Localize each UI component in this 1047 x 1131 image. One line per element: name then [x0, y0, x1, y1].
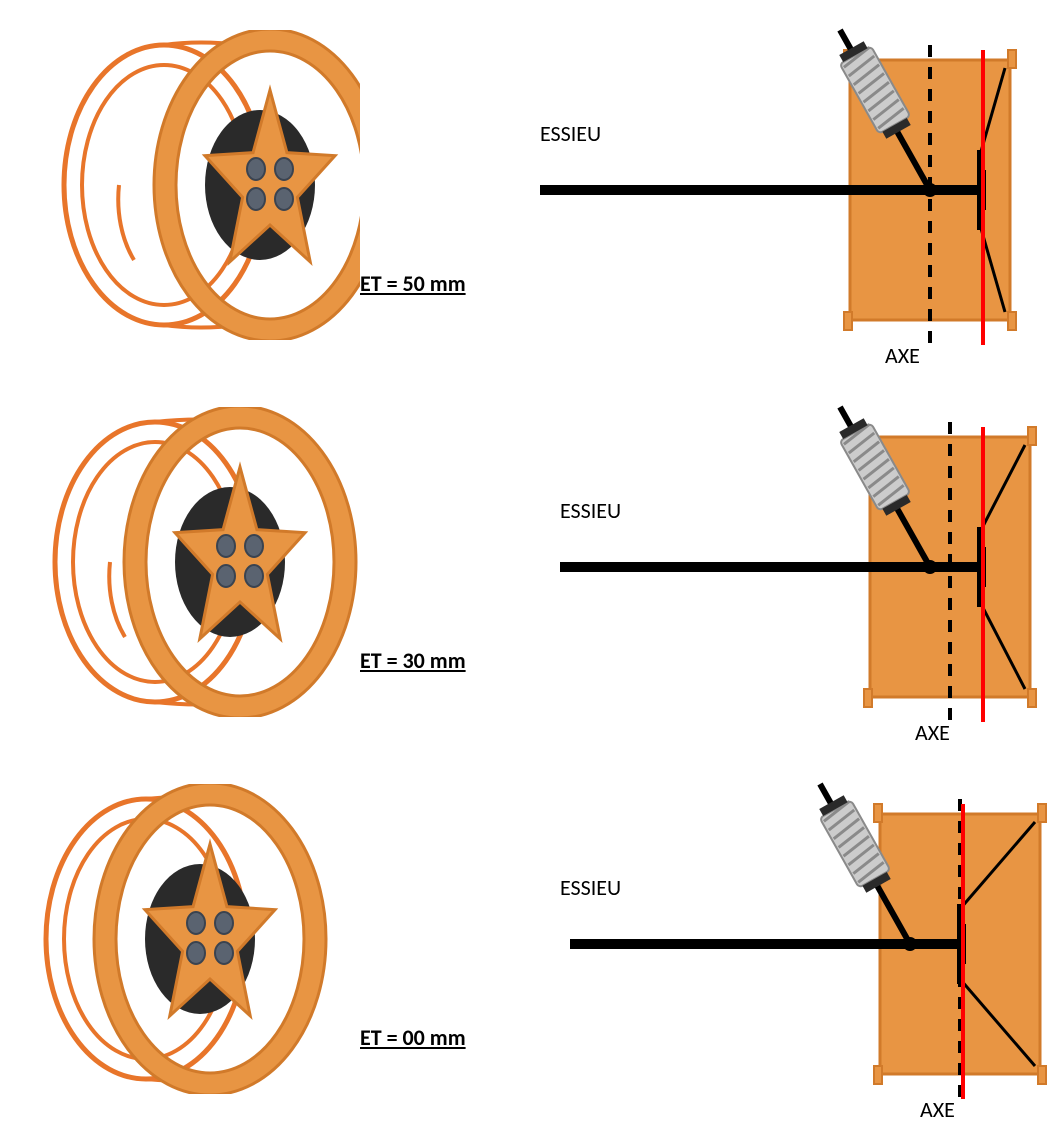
et-label: ET = 30 mm: [360, 647, 466, 674]
wheel-3d-view: [40, 30, 360, 340]
wheel-3d-view: [40, 407, 360, 717]
axe-label: AXE: [920, 1096, 955, 1123]
wheel-3d-view: [40, 784, 360, 1094]
wheel-cross-section: [570, 774, 1047, 1124]
axe-label: AXE: [915, 719, 950, 746]
diagram-row-1: ET = 50 mmESSIEUAXE: [0, 0, 1047, 377]
diagram-row-3: ET = 00 mmESSIEUAXE: [0, 754, 1047, 1131]
axe-label: AXE: [885, 342, 920, 369]
diagram-row-2: ET = 30 mmESSIEUAXE: [0, 377, 1047, 754]
et-label: ET = 00 mm: [360, 1024, 466, 1051]
wheel-cross-section: [540, 20, 1040, 370]
wheel-cross-section: [560, 397, 1047, 747]
et-label: ET = 50 mm: [360, 270, 466, 297]
